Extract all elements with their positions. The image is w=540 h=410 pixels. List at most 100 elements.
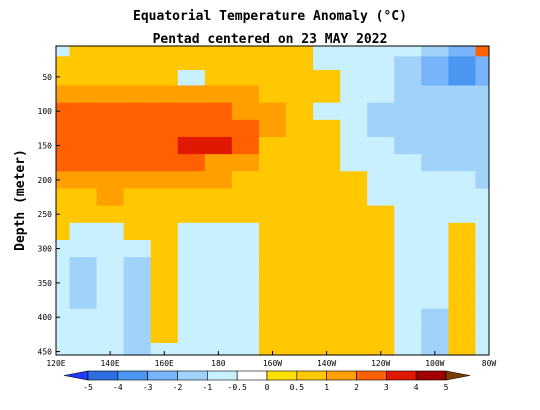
heatmap-cell bbox=[448, 171, 476, 189]
heatmap-cell bbox=[150, 154, 179, 172]
heatmap-cell bbox=[177, 325, 206, 344]
heatmap-cell bbox=[231, 136, 260, 155]
heatmap-cell bbox=[394, 257, 422, 275]
heatmap-cell bbox=[394, 70, 422, 86]
heatmap-cell bbox=[475, 85, 489, 104]
colorbar-label: -5 bbox=[83, 383, 93, 392]
heatmap-cell bbox=[204, 171, 233, 189]
heatmap-cell bbox=[421, 274, 449, 292]
heatmap-cell bbox=[394, 308, 422, 327]
heatmap-cell bbox=[367, 171, 395, 189]
heatmap-cell bbox=[448, 154, 476, 172]
heatmap-cell bbox=[69, 85, 98, 104]
heatmap-cell bbox=[69, 222, 98, 241]
heatmap-cell bbox=[150, 325, 179, 344]
heatmap-cell bbox=[258, 70, 287, 86]
heatmap-cell bbox=[448, 291, 476, 310]
heatmap-cell bbox=[286, 325, 314, 344]
heatmap-cell bbox=[421, 56, 449, 71]
heatmap-cell bbox=[448, 205, 476, 224]
heatmap-cell bbox=[96, 222, 125, 241]
heatmap-cell bbox=[394, 325, 422, 344]
heatmap-cell bbox=[475, 239, 489, 258]
heatmap-cell bbox=[231, 325, 260, 344]
heatmap-cell bbox=[204, 154, 233, 172]
colorbar-swatch bbox=[236, 370, 268, 381]
heatmap-cell bbox=[448, 222, 476, 241]
heatmap-cell bbox=[69, 171, 98, 189]
heatmap-cell bbox=[421, 154, 449, 172]
heatmap-cell bbox=[448, 188, 476, 207]
heatmap-cell bbox=[204, 257, 233, 275]
heatmap-cell bbox=[56, 222, 71, 241]
x-tick-label: 100W bbox=[425, 359, 444, 368]
heatmap-cell bbox=[96, 325, 125, 344]
colorbar-label: 4 bbox=[414, 383, 419, 392]
heatmap-cell bbox=[286, 85, 314, 104]
heatmap-cell bbox=[204, 239, 233, 258]
heatmap-cell bbox=[313, 119, 341, 138]
heatmap-cell bbox=[286, 257, 314, 275]
heatmap-cell bbox=[475, 222, 489, 241]
heatmap-cell bbox=[123, 342, 152, 355]
heatmap-cell bbox=[394, 119, 422, 138]
heatmap-cell bbox=[177, 239, 206, 258]
heatmap-cell bbox=[258, 102, 287, 121]
heatmap-cell bbox=[421, 188, 449, 207]
heatmap-cell bbox=[313, 257, 341, 275]
heatmap-cell bbox=[394, 274, 422, 292]
heatmap-cell bbox=[475, 257, 489, 275]
colorbar-swatch bbox=[117, 370, 148, 381]
heatmap-cell bbox=[231, 342, 260, 355]
heatmap-cell bbox=[394, 85, 422, 104]
heatmap-cell bbox=[421, 70, 449, 86]
heatmap-cell bbox=[367, 188, 395, 207]
heatmap-cell bbox=[394, 342, 422, 355]
colorbar: -5 -4 -3 -2 -1 -0.5 0 0.5 1 2 3 4 5 bbox=[63, 370, 471, 392]
heatmap-cell bbox=[475, 205, 489, 224]
heatmap-cell bbox=[448, 46, 476, 57]
heatmap-cell bbox=[177, 291, 206, 310]
heatmap-cell bbox=[340, 154, 368, 172]
colorbar-swatch bbox=[326, 370, 357, 381]
heatmap-cell bbox=[367, 274, 395, 292]
heatmap-cell bbox=[475, 308, 489, 327]
heatmap-cell bbox=[258, 136, 287, 155]
heatmap-cell bbox=[394, 205, 422, 224]
heatmap-cell bbox=[313, 136, 341, 155]
heatmap-cell bbox=[204, 222, 233, 241]
colorbar-label: 1 bbox=[324, 383, 329, 392]
heatmap-cell bbox=[56, 136, 71, 155]
x-tick-label: 80W bbox=[482, 359, 497, 368]
heatmap-cell bbox=[69, 136, 98, 155]
heatmap-cell bbox=[394, 154, 422, 172]
colorbar-swatch bbox=[415, 370, 447, 381]
heatmap-cell bbox=[448, 102, 476, 121]
y-axis-label: Depth (meter) bbox=[13, 149, 28, 251]
x-tick-label: 180 bbox=[211, 359, 226, 368]
heatmap-cell bbox=[258, 205, 287, 224]
heatmap-cell bbox=[313, 102, 341, 121]
heatmap-cell bbox=[150, 85, 179, 104]
y-tick-label: 250 bbox=[38, 210, 53, 219]
heatmap-cell bbox=[177, 102, 206, 121]
colorbar-swatch bbox=[207, 370, 238, 381]
heatmap-cell bbox=[69, 46, 98, 57]
heatmap-cell bbox=[258, 56, 287, 71]
heatmap-cell bbox=[56, 325, 71, 344]
heatmap-cell bbox=[204, 136, 233, 155]
heatmap-cell bbox=[286, 119, 314, 138]
heatmap-cell bbox=[367, 291, 395, 310]
heatmap-cell bbox=[96, 171, 125, 189]
y-tick-label: 150 bbox=[38, 142, 53, 151]
heatmap-cell bbox=[69, 56, 98, 71]
heatmap-cell bbox=[313, 239, 341, 258]
heatmap-cell bbox=[96, 70, 125, 86]
heatmap-cell bbox=[56, 46, 71, 57]
colorbar-swatch bbox=[87, 370, 119, 381]
heatmap-cell bbox=[340, 342, 368, 355]
heatmap-cell bbox=[204, 325, 233, 344]
heatmap-cell bbox=[150, 56, 179, 71]
heatmap-cell bbox=[313, 342, 341, 355]
heatmap-cell bbox=[475, 342, 489, 355]
